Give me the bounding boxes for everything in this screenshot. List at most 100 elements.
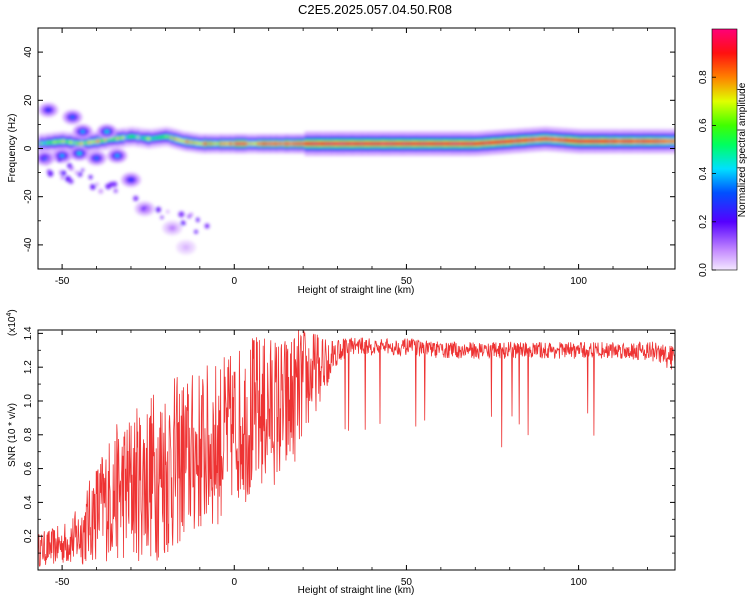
heatmap-cell <box>176 137 180 142</box>
heatmap-cell <box>209 142 213 146</box>
heatmap-cell <box>38 142 41 146</box>
heatmap-cell <box>387 141 391 146</box>
heatmap-cell <box>300 142 304 146</box>
heatmap-dot <box>41 153 47 159</box>
heatmap-cell <box>616 139 620 144</box>
heatmap-cell <box>461 141 465 146</box>
heatmap-cell <box>653 139 657 144</box>
colorbar-tick-label: 0.6 <box>698 118 709 132</box>
heatmap-cell <box>230 142 233 146</box>
heatmap-cell <box>306 141 310 146</box>
heatmap-cell <box>544 136 548 141</box>
heatmap-cell <box>624 139 628 144</box>
colorbar-tick-label: 0.2 <box>698 214 709 228</box>
heatmap-cell <box>302 142 306 146</box>
heatmap-cell <box>157 135 161 140</box>
y-tick-label: 0.2 <box>23 529 34 543</box>
heatmap-cell <box>641 139 645 144</box>
heatmap-cell <box>279 142 283 146</box>
heatmap-cell <box>246 142 250 146</box>
heatmap-cell <box>426 141 430 146</box>
heatmap-blob <box>128 178 133 182</box>
heatmap-cell <box>587 139 591 144</box>
heatmap-cell <box>465 141 469 146</box>
heatmap-cell <box>463 141 467 146</box>
heatmap-cell <box>195 141 198 145</box>
heatmap-cell <box>145 136 149 141</box>
heatmap-cell <box>529 137 533 142</box>
heatmap-cell <box>203 142 207 146</box>
heatmap-cell <box>401 141 405 146</box>
heatmap-cell <box>632 139 636 144</box>
heatmap-cell <box>546 136 550 142</box>
heatmap-cell <box>579 139 583 144</box>
heatmap-cell <box>50 140 54 145</box>
heatmap-cell <box>391 141 395 146</box>
heatmap-cell <box>236 142 240 146</box>
colorbar-tick-label: 0.4 <box>698 166 709 180</box>
heatmap-cell <box>343 141 347 146</box>
heatmap-cell <box>335 141 339 146</box>
bottom-y-axis-label: SNR (10 * v/v) <box>7 403 18 467</box>
heatmap-dot <box>155 206 162 213</box>
heatmap-cell <box>192 141 196 145</box>
heatmap-cell <box>548 137 552 142</box>
heatmap-cell <box>337 141 341 146</box>
heatmap-cell <box>502 139 506 144</box>
heatmap-cell <box>494 140 498 145</box>
heatmap-cell <box>215 142 219 146</box>
heatmap-cell <box>657 139 661 144</box>
heatmap-cell <box>484 140 488 146</box>
y-scale-exponent: 4 <box>6 313 13 317</box>
heatmap-cell <box>108 137 112 142</box>
heatmap-cell <box>542 136 545 142</box>
heatmap-cell <box>370 141 374 146</box>
heatmap-blob <box>77 151 82 155</box>
chart-title: C2E5.2025.057.04.50.R08 <box>298 2 452 17</box>
colorbar-tick-label: 0.8 <box>698 70 709 84</box>
heatmap-cell <box>535 137 539 142</box>
heatmap-cell <box>442 141 446 146</box>
heatmap-cell <box>440 141 444 146</box>
heatmap-cell <box>385 141 388 146</box>
heatmap-cell <box>416 141 419 146</box>
heatmap-cell <box>64 139 68 144</box>
heatmap-cell <box>637 139 640 144</box>
heatmap-cell <box>287 142 291 146</box>
heatmap-cell <box>577 139 581 144</box>
heatmap-cell <box>263 142 267 146</box>
heatmap-cell <box>498 139 502 145</box>
heatmap-cell <box>432 141 436 146</box>
heatmap-cell <box>451 141 455 146</box>
heatmap-cell <box>170 136 174 140</box>
heatmap-dot <box>144 207 150 213</box>
heatmap-cell <box>527 137 531 143</box>
heatmap-cell <box>118 136 122 140</box>
x-tick-label: 0 <box>231 276 237 287</box>
heatmap-cell <box>349 141 353 146</box>
heatmap-cell <box>649 139 653 144</box>
heatmap-cell <box>73 141 76 145</box>
heatmap-cell <box>362 141 366 146</box>
heatmap-cell <box>213 142 217 146</box>
heatmap-cell <box>201 142 205 146</box>
heatmap-cell <box>81 141 85 146</box>
heatmap-cell <box>550 137 554 142</box>
heatmap-cell <box>597 139 601 144</box>
heatmap-cell <box>560 137 564 143</box>
heatmap-cell <box>521 138 525 143</box>
heatmap-cell <box>645 139 649 144</box>
heatmap-cell <box>97 139 101 143</box>
heatmap-cell <box>575 138 579 144</box>
heatmap-cell <box>585 139 589 144</box>
heatmap-cell <box>422 141 426 146</box>
heatmap-cell <box>407 141 411 146</box>
x-tick-label: 0 <box>231 577 237 588</box>
colorbar-ticks: 0.0 0.2 0.4 0.6 0.8 <box>698 70 716 277</box>
heatmap-cell <box>242 142 246 146</box>
heatmap-cell <box>647 139 651 144</box>
heatmap-cell <box>366 141 370 146</box>
heatmap-dot <box>74 170 79 175</box>
bottom-plot-frame <box>37 329 676 571</box>
